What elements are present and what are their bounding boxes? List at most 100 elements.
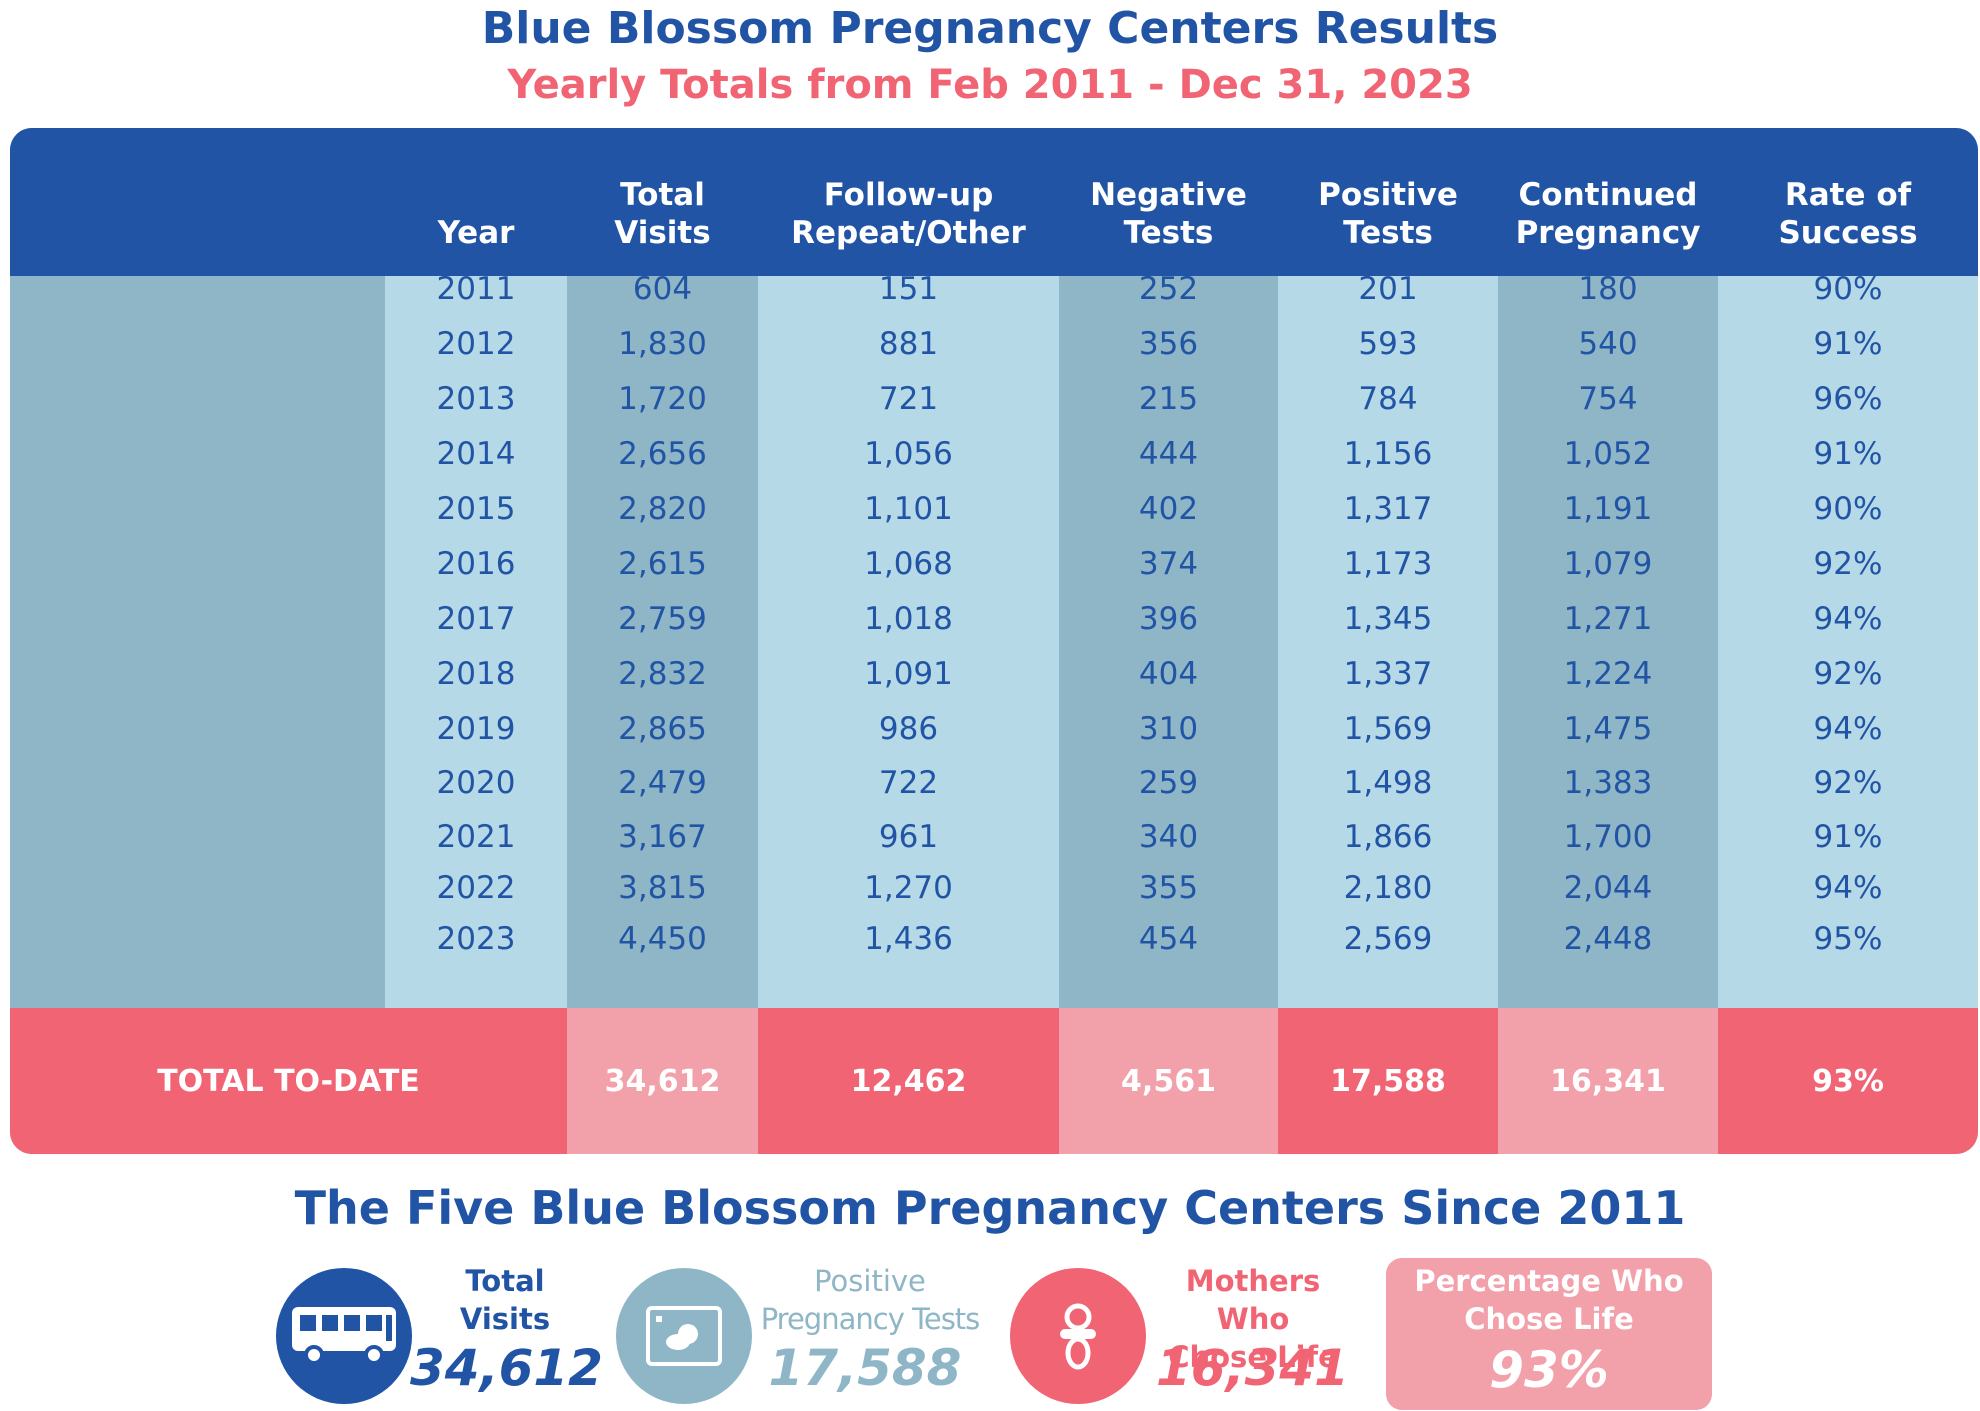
cell-follow-up: 961 bbox=[878, 819, 939, 855]
cell-follow-up: 1,270 bbox=[864, 870, 953, 906]
ultrasound-icon bbox=[616, 1268, 752, 1404]
cell-year: 2019 bbox=[436, 711, 516, 747]
cell-total-visits: 2,615 bbox=[618, 546, 707, 582]
cell-continued-pregnancy: 1,475 bbox=[1563, 711, 1653, 747]
cell-rate-of-success: 92% bbox=[1813, 765, 1883, 801]
cell-negative-tests: 454 bbox=[1138, 921, 1199, 957]
cell-continued-pregnancy: 540 bbox=[1578, 326, 1638, 362]
cell-positive-tests: 1,337 bbox=[1343, 656, 1433, 692]
cell-follow-up: 1,101 bbox=[864, 491, 953, 527]
cell-total-visits: 3,815 bbox=[618, 870, 707, 906]
cell-positive-tests: 1,569 bbox=[1343, 711, 1433, 747]
cell-negative-tests: 310 bbox=[1138, 711, 1199, 747]
cell-follow-up: 881 bbox=[878, 326, 939, 362]
cell-follow-up: 1,056 bbox=[864, 436, 953, 472]
continued-pregnancy-column-band bbox=[1498, 128, 1718, 1154]
page-subtitle: Yearly Totals from Feb 2011 - Dec 31, 20… bbox=[507, 62, 1473, 108]
cell-rate-of-success: 90% bbox=[1813, 491, 1883, 527]
cell-negative-tests: 252 bbox=[1138, 271, 1199, 307]
cell-rate-of-success: 94% bbox=[1813, 711, 1883, 747]
cell-continued-pregnancy: 754 bbox=[1578, 381, 1638, 417]
cell-rate-of-success: 92% bbox=[1813, 546, 1883, 582]
cell-negative-tests: 340 bbox=[1138, 819, 1199, 855]
cell-year: 2014 bbox=[436, 436, 516, 472]
cell-year: 2021 bbox=[436, 819, 516, 855]
total-follow-up: 12,462 bbox=[758, 1008, 1059, 1154]
cell-positive-tests: 2,180 bbox=[1343, 870, 1433, 906]
cell-rate-of-success: 91% bbox=[1813, 326, 1883, 362]
cell-continued-pregnancy: 2,044 bbox=[1563, 870, 1653, 906]
label-column-band bbox=[10, 128, 385, 1154]
cell-follow-up: 1,068 bbox=[864, 546, 953, 582]
cell-total-visits: 1,720 bbox=[618, 381, 707, 417]
cell-total-visits: 2,820 bbox=[618, 491, 707, 527]
cell-continued-pregnancy: 1,224 bbox=[1563, 656, 1653, 692]
header-rate-of-success: Rate of Success bbox=[1778, 177, 1918, 251]
total-total-visits: 34,612 bbox=[567, 1008, 758, 1154]
cell-follow-up: 721 bbox=[878, 381, 939, 417]
cell-continued-pregnancy: 1,079 bbox=[1563, 546, 1653, 582]
stat-positive-tests-value: 17,588 bbox=[768, 1339, 962, 1397]
total-negative-tests: 4,561 bbox=[1059, 1008, 1278, 1154]
cell-continued-pregnancy: 180 bbox=[1578, 271, 1638, 307]
cell-continued-pregnancy: 2,448 bbox=[1563, 921, 1653, 957]
cell-negative-tests: 355 bbox=[1138, 870, 1199, 906]
cell-year: 2017 bbox=[436, 601, 516, 637]
cell-positive-tests: 201 bbox=[1358, 271, 1418, 307]
cell-follow-up: 1,018 bbox=[864, 601, 953, 637]
cell-follow-up: 151 bbox=[878, 271, 939, 307]
cell-total-visits: 604 bbox=[632, 271, 693, 307]
header-total-visits: Total Visits bbox=[614, 177, 711, 251]
cell-year: 2020 bbox=[436, 765, 516, 801]
cell-negative-tests: 404 bbox=[1138, 656, 1199, 692]
total-positive-tests: 17,588 bbox=[1278, 1008, 1498, 1154]
cell-year: 2012 bbox=[436, 326, 516, 362]
stat-mothers-value: 16,341 bbox=[1156, 1339, 1349, 1397]
cell-year: 2011 bbox=[436, 271, 516, 307]
header-follow-up: Follow-up Repeat/Other bbox=[791, 177, 1026, 251]
cell-negative-tests: 356 bbox=[1138, 326, 1199, 362]
cell-rate-of-success: 90% bbox=[1813, 271, 1883, 307]
cell-total-visits: 4,450 bbox=[618, 921, 707, 957]
cell-positive-tests: 1,156 bbox=[1343, 436, 1433, 472]
cell-total-visits: 2,832 bbox=[618, 656, 707, 692]
header-negative-tests: Negative Tests bbox=[1090, 177, 1247, 251]
page-title: Blue Blossom Pregnancy Centers Results bbox=[481, 3, 1499, 54]
cell-positive-tests: 2,569 bbox=[1343, 921, 1433, 957]
cell-follow-up: 1,436 bbox=[864, 921, 953, 957]
total-rate-of-success: 93% bbox=[1718, 1008, 1978, 1154]
cell-negative-tests: 215 bbox=[1138, 381, 1199, 417]
cell-positive-tests: 593 bbox=[1358, 326, 1418, 362]
cell-rate-of-success: 91% bbox=[1813, 819, 1883, 855]
cell-continued-pregnancy: 1,052 bbox=[1563, 436, 1653, 472]
stat-percentage-label: Percentage Who Chose Life bbox=[1414, 1264, 1684, 1336]
cell-positive-tests: 1,498 bbox=[1343, 765, 1433, 801]
cell-year: 2015 bbox=[436, 491, 516, 527]
cell-rate-of-success: 96% bbox=[1813, 381, 1883, 417]
cell-total-visits: 3,167 bbox=[618, 819, 707, 855]
stat-percentage-box: Percentage Who Chose Life 93% bbox=[1386, 1258, 1712, 1410]
cell-continued-pregnancy: 1,191 bbox=[1563, 491, 1653, 527]
cell-continued-pregnancy: 1,383 bbox=[1563, 765, 1653, 801]
cell-positive-tests: 1,345 bbox=[1343, 601, 1433, 637]
cell-year: 2022 bbox=[436, 870, 516, 906]
cell-total-visits: 2,656 bbox=[618, 436, 707, 472]
cell-total-visits: 2,479 bbox=[618, 765, 707, 801]
stat-positive-tests-label: Positive Pregnancy Tests bbox=[760, 1264, 981, 1336]
total-row: TOTAL TO-DATE 34,612 12,462 4,561 17,588 16,… bbox=[10, 1008, 1978, 1154]
cell-rate-of-success: 95% bbox=[1813, 921, 1883, 957]
cell-rate-of-success: 91% bbox=[1813, 436, 1883, 472]
summary-title: The Five Blue Blossom Pregnancy Centers … bbox=[294, 1181, 1686, 1235]
total-continued-pregnancy: 16,341 bbox=[1498, 1008, 1718, 1154]
stat-mothers-label: Mothers Who Chose Life bbox=[1168, 1264, 1338, 1374]
cell-positive-tests: 1,317 bbox=[1343, 491, 1433, 527]
negative-tests-column-band bbox=[1059, 128, 1278, 1154]
cell-year: 2023 bbox=[436, 921, 516, 957]
cell-total-visits: 2,865 bbox=[618, 711, 707, 747]
bus-icon bbox=[276, 1268, 412, 1404]
cell-follow-up: 722 bbox=[878, 765, 939, 801]
cell-negative-tests: 444 bbox=[1138, 436, 1199, 472]
cell-negative-tests: 402 bbox=[1138, 491, 1199, 527]
results-table: Year Total Visits Follow-up Repeat/Other Nega… bbox=[10, 128, 1978, 1154]
header-positive-tests: Positive Tests bbox=[1318, 177, 1458, 251]
